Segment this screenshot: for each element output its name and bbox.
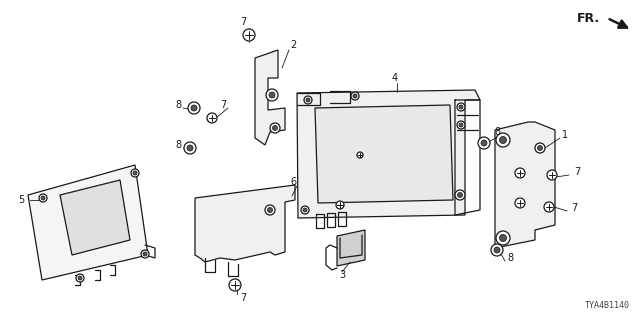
Circle shape xyxy=(268,207,273,212)
Circle shape xyxy=(459,123,463,127)
Polygon shape xyxy=(315,105,453,203)
Circle shape xyxy=(207,113,217,123)
Polygon shape xyxy=(28,165,148,280)
Circle shape xyxy=(499,235,506,242)
Circle shape xyxy=(273,125,278,131)
Polygon shape xyxy=(297,90,480,218)
Circle shape xyxy=(336,201,344,209)
Circle shape xyxy=(78,276,82,280)
Polygon shape xyxy=(337,230,365,266)
Polygon shape xyxy=(255,50,285,145)
Text: 8: 8 xyxy=(175,140,181,150)
Circle shape xyxy=(481,140,487,146)
Text: 7: 7 xyxy=(574,167,580,177)
Text: 7: 7 xyxy=(571,203,577,213)
Circle shape xyxy=(459,105,463,109)
Polygon shape xyxy=(195,185,295,262)
Text: FR.: FR. xyxy=(577,12,600,25)
Circle shape xyxy=(538,146,543,150)
Circle shape xyxy=(41,196,45,200)
Text: 7: 7 xyxy=(240,293,246,303)
Text: 8: 8 xyxy=(494,127,500,137)
Circle shape xyxy=(535,143,545,153)
Circle shape xyxy=(304,96,312,104)
Circle shape xyxy=(303,208,307,212)
Circle shape xyxy=(270,123,280,133)
Text: 8: 8 xyxy=(175,100,181,110)
Circle shape xyxy=(455,190,465,200)
Circle shape xyxy=(39,194,47,202)
Circle shape xyxy=(184,142,196,154)
Circle shape xyxy=(143,252,147,256)
Text: 2: 2 xyxy=(290,40,296,50)
Polygon shape xyxy=(60,180,130,255)
Circle shape xyxy=(496,231,510,245)
Circle shape xyxy=(457,121,465,129)
Text: TYA4B1140: TYA4B1140 xyxy=(585,301,630,310)
Circle shape xyxy=(353,94,357,98)
Circle shape xyxy=(496,133,510,147)
Circle shape xyxy=(191,105,197,111)
Text: 5: 5 xyxy=(18,195,24,205)
Circle shape xyxy=(76,274,84,282)
Circle shape xyxy=(266,89,278,101)
Circle shape xyxy=(187,145,193,151)
Polygon shape xyxy=(495,122,555,248)
Circle shape xyxy=(458,193,463,197)
Circle shape xyxy=(351,92,359,100)
Circle shape xyxy=(306,98,310,102)
Circle shape xyxy=(515,198,525,208)
Text: 6: 6 xyxy=(290,177,296,187)
Circle shape xyxy=(141,250,149,258)
Text: 3: 3 xyxy=(339,270,345,280)
Circle shape xyxy=(544,202,554,212)
Circle shape xyxy=(494,247,500,253)
Text: 7: 7 xyxy=(240,17,246,27)
Circle shape xyxy=(457,103,465,111)
Circle shape xyxy=(229,279,241,291)
Circle shape xyxy=(131,169,139,177)
Circle shape xyxy=(515,168,525,178)
Circle shape xyxy=(499,137,506,143)
Circle shape xyxy=(491,244,503,256)
Circle shape xyxy=(357,152,363,158)
Text: 8: 8 xyxy=(507,253,513,263)
Text: 7: 7 xyxy=(220,100,227,110)
Circle shape xyxy=(243,29,255,41)
Circle shape xyxy=(133,171,137,175)
Text: 4: 4 xyxy=(392,73,398,83)
Circle shape xyxy=(547,170,557,180)
Circle shape xyxy=(269,92,275,98)
Circle shape xyxy=(265,205,275,215)
Circle shape xyxy=(188,102,200,114)
Circle shape xyxy=(478,137,490,149)
Circle shape xyxy=(301,206,309,214)
Text: 1: 1 xyxy=(562,130,568,140)
